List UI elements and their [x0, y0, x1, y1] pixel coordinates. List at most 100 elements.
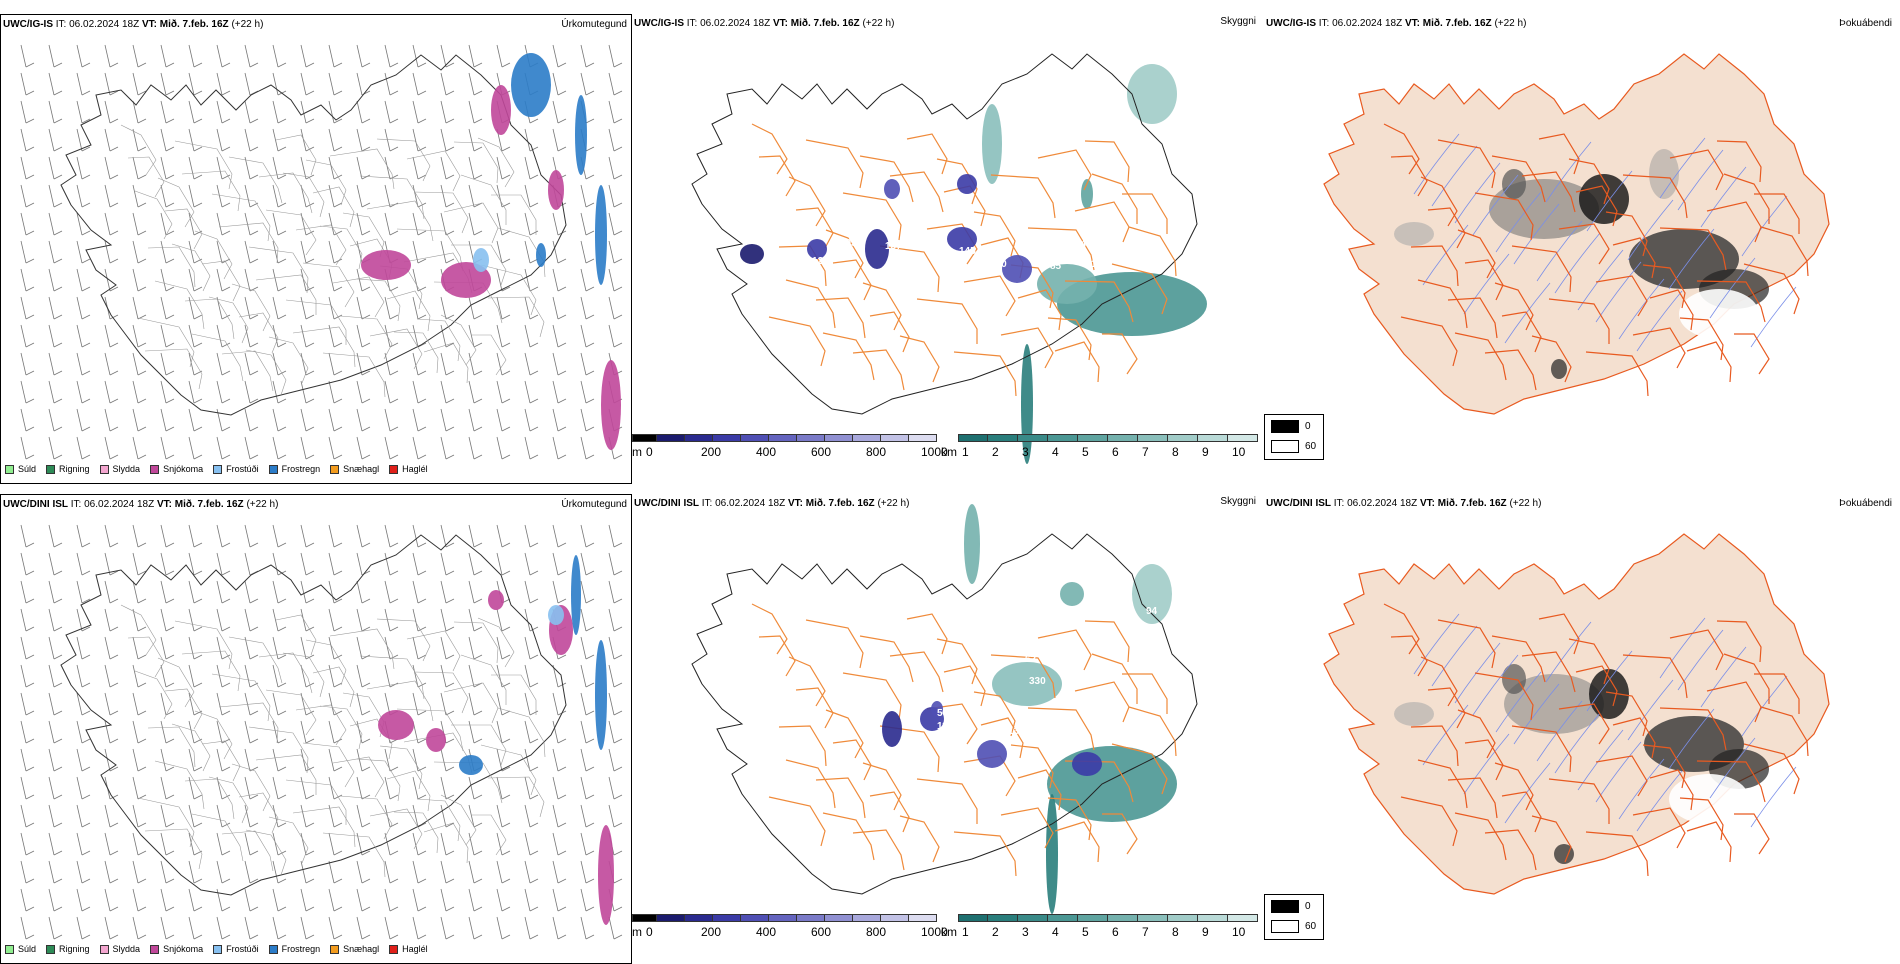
legend-label: Frostúði	[226, 944, 259, 954]
colorbar-tick: 5	[1082, 445, 1089, 459]
visibility-colorbar-top	[958, 434, 1258, 442]
colorbar-segment	[1168, 914, 1198, 922]
colorbar-segment	[958, 914, 988, 922]
legend-item: Frostúði	[213, 464, 259, 474]
visibility-value-label: 128	[1025, 161, 1042, 172]
colorbar-segment	[1228, 434, 1258, 442]
colorbar-segment	[988, 914, 1018, 922]
legend-label: Snæhagl	[343, 464, 380, 474]
visibility-value-label: 330	[1029, 676, 1046, 687]
visibility-value-label: 132	[1008, 726, 1025, 737]
visibility-unit-label: km	[941, 925, 957, 939]
colorbar-segment	[1018, 914, 1048, 922]
legend-item: Snjókoma	[150, 944, 203, 954]
visibility-colorbar-bottom	[958, 914, 1258, 922]
legend-swatch	[330, 944, 340, 954]
colorbar-segment	[741, 914, 769, 922]
colorbar-tick: 6	[1112, 925, 1119, 939]
colorbar-segment	[988, 434, 1018, 442]
legend-label: Slydda	[112, 944, 141, 954]
visibility-panel-bottom: 62 330 10 132 83 147 132 56 113 94 91 UWC/DINI ISL…	[632, 494, 1264, 964]
visibility-value-label: 145	[959, 246, 976, 257]
visibility-value-label: 4	[1020, 142, 1026, 153]
colorbar-tick: 10	[1232, 925, 1246, 939]
colorbar-segment	[632, 914, 657, 922]
fog-panel-top: UWC/IG-IS IT: 06.02.2024 18Z VT: Mið. 7.…	[1264, 14, 1896, 484]
colorbar-tick: 5	[1082, 925, 1089, 939]
visibility-value-label: 94	[1146, 606, 1158, 617]
colorbar-segment	[1198, 434, 1228, 442]
panel-title: Skyggni	[1220, 16, 1256, 27]
legend-label: Slydda	[112, 464, 141, 474]
legend-item: Haglél	[389, 464, 428, 474]
colorbar-tick: 600	[811, 445, 832, 459]
colorbar-segment	[657, 914, 685, 922]
colorbar-segment	[958, 434, 988, 442]
colorbar-tick: 9	[1202, 925, 1209, 939]
colorbar-tick: 3	[1022, 445, 1029, 459]
legend-item: Frostúði	[213, 944, 259, 954]
fog-map-bottom	[1323, 533, 1830, 895]
colorbar-tick: 2	[992, 925, 999, 939]
fog-legend-bottom: 0 60	[1264, 894, 1324, 940]
colorbar-tick: 1000	[921, 925, 948, 939]
colorbar-segment	[685, 434, 713, 442]
panel-header: UWC/IG-IS IT: 06.02.2024 18Z VT: Mið. 7.…	[634, 18, 895, 29]
colorbar-segment	[853, 914, 881, 922]
colorbar-tick: 800	[866, 925, 887, 939]
colorbar-segment	[797, 434, 825, 442]
panel-header: UWC/DINI ISL IT: 06.02.2024 18Z VT: Mið.…	[634, 498, 910, 509]
legend-label: Rigning	[59, 464, 90, 474]
colorbar-segment	[1048, 914, 1078, 922]
visibility-value-label: 147	[1094, 731, 1111, 742]
height-unit-label: m	[632, 445, 642, 459]
colorbar-segment	[1168, 434, 1198, 442]
colorbar-segment	[1198, 914, 1228, 922]
legend-label: Frostregn	[281, 944, 321, 954]
panel-title: Úrkomutegund	[561, 499, 627, 510]
visibility-value-label: 10	[977, 711, 989, 722]
precip-legend: Súld Rigning Slydda Snjókoma Frostúði Frostre…	[5, 461, 428, 477]
panel-title: Þokuábendi	[1839, 498, 1892, 509]
visibility-value-label: 137	[885, 241, 902, 252]
colorbar-tick: 800	[866, 445, 887, 459]
colorbar-tick: 6	[1112, 445, 1119, 459]
visibility-value-label: 105	[840, 238, 857, 249]
colorbar-segment	[1108, 914, 1138, 922]
precip-type-panel-top: UWC/IG-IS IT: 06.02.2024 18Z VT: Mið. 7.…	[0, 14, 632, 484]
colorbar-segment	[1138, 914, 1168, 922]
colorbar-segment	[853, 434, 881, 442]
colorbar-segment	[769, 914, 797, 922]
colorbar-segment	[713, 914, 741, 922]
legend-label: Haglél	[402, 464, 428, 474]
colorbar-tick: 8	[1172, 925, 1179, 939]
legend-item: Rigning	[46, 464, 90, 474]
colorbar-segment	[825, 434, 853, 442]
visibility-value-label: 112	[807, 256, 824, 267]
colorbar-tick: 0	[646, 445, 653, 459]
legend-swatch	[5, 464, 14, 474]
colorbar-tick: 1	[962, 445, 969, 459]
colorbar-tick: 2	[992, 445, 999, 459]
legend-label: Rigning	[59, 944, 90, 954]
colorbar-segment	[1078, 914, 1108, 922]
legend-item: Frostregn	[268, 464, 320, 474]
colorbar-segment	[1018, 434, 1048, 442]
colorbar-segment	[909, 914, 937, 922]
colorbar-segment	[1108, 434, 1138, 442]
colorbar-segment	[657, 434, 685, 442]
legend-label: Súld	[18, 464, 37, 474]
visibility-value-label: 91	[1179, 651, 1191, 662]
legend-label: Snæhagl	[343, 944, 380, 954]
legend-swatch	[46, 944, 56, 954]
panel-header: UWC/DINI ISL IT: 06.02.2024 18Z VT: Mið.…	[1266, 498, 1542, 509]
visibility-value-label: 85	[1050, 261, 1062, 272]
colorbar-tick: 1000	[921, 445, 948, 459]
colorbar-segment	[881, 434, 909, 442]
visibility-value-label: 120	[990, 259, 1007, 270]
panel-title: Skyggni	[1220, 496, 1256, 507]
panel-title: Úrkomutegund	[561, 19, 627, 30]
visibility-value-label: 132	[1110, 726, 1127, 737]
colorbar-tick: 9	[1202, 445, 1209, 459]
